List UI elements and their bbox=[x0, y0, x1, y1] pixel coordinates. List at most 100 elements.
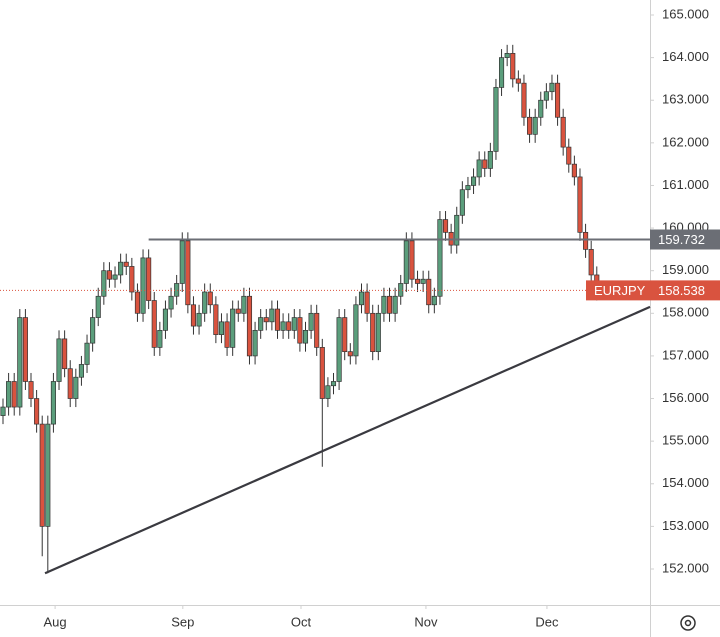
candle-body bbox=[538, 99, 544, 118]
candle-body bbox=[123, 261, 129, 267]
y-tick-label: 152.000 bbox=[662, 560, 709, 575]
candle-body bbox=[386, 295, 393, 314]
candle-body bbox=[196, 312, 202, 327]
candle-body bbox=[297, 317, 303, 344]
candle-body bbox=[566, 146, 572, 165]
candle-body bbox=[213, 304, 219, 335]
x-tick-label: Oct bbox=[291, 614, 312, 629]
candle-body bbox=[515, 78, 521, 84]
candle-body bbox=[78, 364, 84, 378]
candle-body bbox=[330, 381, 337, 387]
candle-body bbox=[280, 321, 286, 331]
candle-body bbox=[364, 291, 370, 314]
candle-body bbox=[67, 368, 73, 399]
candle-body bbox=[134, 291, 140, 314]
candle-body bbox=[258, 317, 264, 331]
candle-body bbox=[263, 317, 269, 323]
candle-body bbox=[0, 406, 6, 416]
candle-body bbox=[560, 116, 566, 148]
candle-body bbox=[319, 347, 325, 399]
candle-body bbox=[179, 240, 185, 284]
x-tick-label: Sep bbox=[171, 614, 194, 629]
candle-body bbox=[521, 82, 527, 118]
candle-body bbox=[235, 308, 241, 314]
candle-body bbox=[84, 342, 90, 365]
candle-body bbox=[140, 257, 146, 314]
y-tick-label: 165.000 bbox=[662, 6, 709, 21]
y-tick-label: 153.000 bbox=[662, 518, 709, 533]
candle-body bbox=[202, 291, 208, 314]
candle-body bbox=[437, 219, 443, 297]
candle-body bbox=[246, 295, 253, 357]
candle-body bbox=[499, 57, 505, 88]
settings-hub[interactable] bbox=[684, 619, 692, 627]
candle-body bbox=[442, 219, 449, 233]
candle-body bbox=[95, 295, 101, 318]
candle-body bbox=[487, 151, 493, 169]
candle-body bbox=[476, 159, 482, 178]
candle-body bbox=[241, 295, 247, 314]
candle-body bbox=[302, 329, 309, 344]
settings-icon[interactable] bbox=[680, 615, 696, 631]
candle-body bbox=[101, 270, 107, 297]
x-tick-label: Nov bbox=[414, 614, 438, 629]
candle-body bbox=[358, 291, 365, 306]
candle-body bbox=[347, 351, 353, 357]
candle-body bbox=[291, 317, 297, 331]
candle-body bbox=[493, 87, 499, 152]
x-tick-label: Aug bbox=[44, 614, 67, 629]
candle-body bbox=[50, 381, 56, 425]
candle-body bbox=[73, 376, 79, 399]
candle-body bbox=[370, 312, 376, 353]
candle-body bbox=[174, 283, 180, 297]
last-price-label: 158.538 bbox=[658, 283, 705, 298]
candle-body bbox=[353, 304, 359, 357]
candle-body bbox=[532, 116, 538, 135]
candle-body bbox=[465, 185, 471, 191]
y-tick-label: 158.000 bbox=[662, 305, 709, 320]
trendline bbox=[44, 305, 651, 575]
candle-body bbox=[325, 385, 331, 399]
candle-body bbox=[504, 53, 510, 58]
y-tick-label: 164.000 bbox=[662, 49, 709, 64]
candle-body bbox=[112, 274, 118, 280]
candle-body bbox=[162, 308, 169, 331]
candle-body bbox=[409, 240, 415, 280]
candle-body bbox=[252, 329, 258, 357]
candle-body bbox=[62, 338, 68, 370]
candle-body bbox=[555, 82, 561, 118]
candle-body bbox=[470, 176, 477, 186]
candle-body bbox=[342, 317, 348, 353]
candle-body bbox=[90, 317, 96, 344]
candle-body bbox=[269, 308, 275, 323]
y-tick-label: 156.000 bbox=[662, 390, 709, 405]
candle-body bbox=[17, 317, 23, 408]
candle-body bbox=[308, 312, 314, 331]
candle-body bbox=[286, 321, 292, 331]
candle-body bbox=[28, 381, 34, 399]
settings-gear[interactable] bbox=[680, 615, 696, 631]
candle-body bbox=[375, 312, 381, 353]
candle-body bbox=[431, 295, 437, 306]
candle-body bbox=[22, 317, 28, 382]
y-tick-label: 163.000 bbox=[662, 92, 709, 107]
candle-body bbox=[482, 159, 488, 169]
candle-body bbox=[6, 381, 12, 408]
candle-body bbox=[39, 423, 45, 527]
x-tick-label: Dec bbox=[535, 614, 559, 629]
candle-body bbox=[129, 266, 135, 293]
level-label: 159.732 bbox=[658, 232, 705, 247]
candle-body bbox=[398, 283, 404, 297]
candle-body bbox=[230, 308, 236, 348]
candle-body bbox=[34, 398, 40, 425]
candle-body bbox=[118, 261, 124, 276]
candle-body bbox=[314, 312, 320, 348]
candle-body bbox=[168, 295, 174, 310]
symbol-label: EURJPY bbox=[594, 283, 646, 298]
candle-body bbox=[549, 82, 555, 93]
candle-body bbox=[426, 278, 432, 306]
y-tick-label: 154.000 bbox=[662, 475, 709, 490]
candle-body bbox=[420, 278, 426, 284]
candle-body bbox=[381, 295, 387, 314]
